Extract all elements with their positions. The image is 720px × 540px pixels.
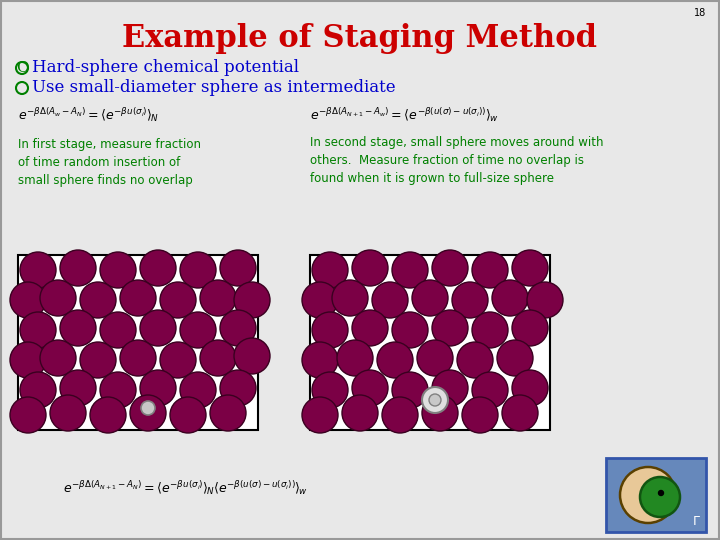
Circle shape	[120, 340, 156, 376]
Circle shape	[472, 252, 508, 288]
Text: $e^{-\beta\Delta(A_w-A_N)} = \left\langle e^{-\beta u(\sigma_i)} \right\rangle_{: $e^{-\beta\Delta(A_w-A_N)} = \left\langl…	[18, 106, 158, 124]
Circle shape	[180, 372, 216, 408]
Circle shape	[302, 282, 338, 318]
Circle shape	[10, 282, 46, 318]
Circle shape	[377, 342, 413, 378]
Circle shape	[160, 342, 196, 378]
Circle shape	[90, 397, 126, 433]
Text: In first stage, measure fraction
of time random insertion of
small sphere finds : In first stage, measure fraction of time…	[18, 138, 201, 187]
Circle shape	[512, 310, 548, 346]
Circle shape	[457, 342, 493, 378]
Circle shape	[302, 397, 338, 433]
Bar	[310, 255, 550, 430]
Circle shape	[200, 340, 236, 376]
Circle shape	[141, 401, 155, 415]
Circle shape	[234, 338, 270, 374]
Circle shape	[180, 252, 216, 288]
Circle shape	[412, 280, 448, 316]
Circle shape	[502, 395, 538, 431]
Circle shape	[60, 310, 96, 346]
Circle shape	[140, 250, 176, 286]
Circle shape	[40, 340, 76, 376]
Circle shape	[472, 312, 508, 348]
Circle shape	[352, 250, 388, 286]
Circle shape	[180, 312, 216, 348]
Circle shape	[170, 397, 206, 433]
Circle shape	[80, 342, 116, 378]
Circle shape	[392, 312, 428, 348]
Circle shape	[80, 282, 116, 318]
Circle shape	[140, 310, 176, 346]
Circle shape	[210, 395, 246, 431]
Circle shape	[312, 372, 348, 408]
Circle shape	[422, 387, 448, 413]
Circle shape	[342, 395, 378, 431]
Circle shape	[382, 397, 418, 433]
Circle shape	[462, 397, 498, 433]
Circle shape	[10, 342, 46, 378]
Circle shape	[640, 477, 680, 517]
Circle shape	[372, 282, 408, 318]
Text: O: O	[16, 61, 28, 75]
Circle shape	[50, 395, 86, 431]
Circle shape	[302, 342, 338, 378]
Circle shape	[472, 372, 508, 408]
Text: In second stage, small sphere moves around with
others.  Measure fraction of tim: In second stage, small sphere moves arou…	[310, 136, 603, 185]
Circle shape	[429, 394, 441, 406]
Circle shape	[130, 395, 166, 431]
Circle shape	[10, 397, 46, 433]
Circle shape	[220, 370, 256, 406]
Circle shape	[452, 282, 488, 318]
Circle shape	[392, 372, 428, 408]
Circle shape	[40, 280, 76, 316]
Circle shape	[20, 252, 56, 288]
Circle shape	[312, 252, 348, 288]
Circle shape	[220, 250, 256, 286]
Circle shape	[432, 250, 468, 286]
Circle shape	[497, 340, 533, 376]
Text: 18: 18	[694, 8, 706, 18]
Circle shape	[659, 490, 664, 496]
Circle shape	[200, 280, 236, 316]
Circle shape	[332, 280, 368, 316]
Circle shape	[234, 282, 270, 318]
Circle shape	[337, 340, 373, 376]
Circle shape	[160, 282, 196, 318]
Circle shape	[100, 312, 136, 348]
Circle shape	[100, 372, 136, 408]
Circle shape	[512, 250, 548, 286]
Circle shape	[60, 250, 96, 286]
Circle shape	[20, 312, 56, 348]
Circle shape	[512, 370, 548, 406]
Circle shape	[352, 370, 388, 406]
Circle shape	[392, 252, 428, 288]
Text: Example of Staging Method: Example of Staging Method	[122, 23, 598, 53]
Text: Use small-diameter sphere as intermediate: Use small-diameter sphere as intermediat…	[32, 79, 395, 97]
Circle shape	[352, 310, 388, 346]
Circle shape	[432, 310, 468, 346]
Circle shape	[312, 312, 348, 348]
Circle shape	[20, 372, 56, 408]
Text: $\Gamma$: $\Gamma$	[692, 515, 701, 528]
Circle shape	[120, 280, 156, 316]
Circle shape	[492, 280, 528, 316]
Circle shape	[620, 467, 676, 523]
Bar	[606, 458, 706, 532]
Text: $e^{-\beta\Delta(A_{N+1}-A_N)} = \left\langle e^{-\beta u(\sigma_i)} \right\rang: $e^{-\beta\Delta(A_{N+1}-A_N)} = \left\l…	[63, 479, 307, 497]
Text: Hard-sphere chemical potential: Hard-sphere chemical potential	[32, 59, 299, 77]
Bar	[18, 255, 258, 430]
Text: $e^{-\beta\Delta(A_{N+1}-A_w)} = \left\langle e^{-\beta(u(\sigma)-u(\sigma_i))} : $e^{-\beta\Delta(A_{N+1}-A_w)} = \left\l…	[310, 106, 498, 124]
Circle shape	[432, 370, 468, 406]
Circle shape	[60, 370, 96, 406]
Circle shape	[527, 282, 563, 318]
Circle shape	[417, 340, 453, 376]
Circle shape	[220, 310, 256, 346]
Circle shape	[422, 395, 458, 431]
Circle shape	[140, 370, 176, 406]
Circle shape	[100, 252, 136, 288]
